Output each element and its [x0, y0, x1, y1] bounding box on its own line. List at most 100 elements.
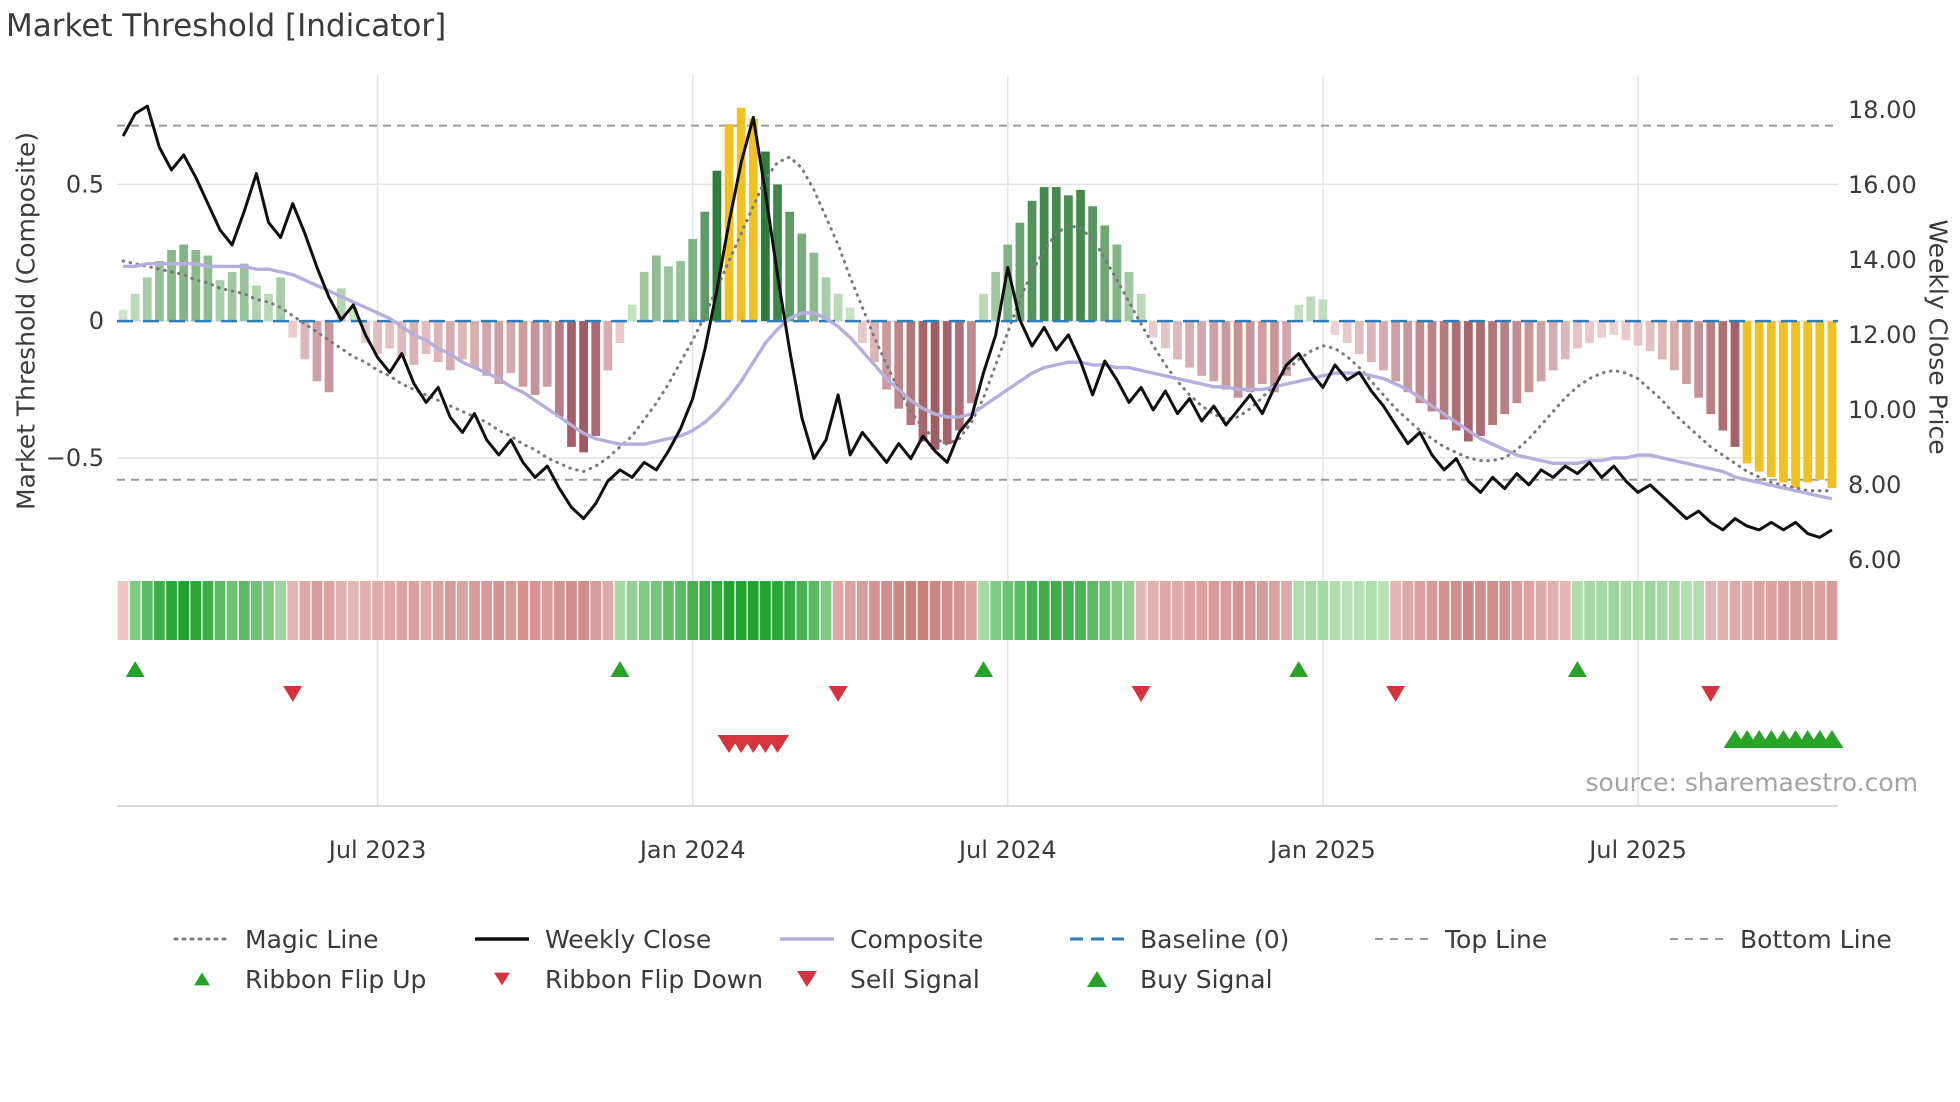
ribbon-cell	[1123, 581, 1135, 640]
ribbon-cell	[481, 581, 493, 640]
composite-bar	[1476, 321, 1485, 436]
composite-bar	[591, 321, 601, 436]
triangle-up-icon	[1087, 971, 1107, 987]
ribbon-cell	[1802, 581, 1814, 640]
ribbon-cell	[578, 581, 589, 640]
ribbon-cell	[1353, 581, 1365, 640]
ribbon-cell	[469, 581, 480, 640]
ribbon-cell	[723, 581, 735, 640]
x-tick-label: Jan 2024	[638, 836, 746, 864]
composite-bar	[252, 285, 261, 322]
composite-bar	[373, 321, 382, 354]
ribbon-cell	[590, 581, 602, 640]
composite-bar	[1585, 321, 1594, 344]
ribbon-cell	[178, 581, 190, 640]
ribbon-cell	[444, 581, 456, 640]
ribbon-flip-down-marker	[1386, 686, 1406, 702]
triangle-down-icon	[797, 971, 817, 987]
composite-bar	[761, 151, 770, 322]
composite-bar	[288, 321, 298, 338]
composite-bar	[930, 321, 940, 450]
composite-bar	[1415, 321, 1425, 404]
composite-bar	[1391, 321, 1400, 382]
composite-bar	[1657, 321, 1667, 360]
threshold-lines-layer	[117, 124, 1838, 481]
composite-bar	[421, 321, 431, 354]
triangle-up-icon	[194, 972, 210, 986]
legend-item-top-line: Top Line	[1372, 922, 1547, 956]
composite-bar	[1270, 321, 1279, 393]
ribbon-flip-down-marker	[1131, 686, 1151, 702]
composite-bar	[300, 321, 310, 360]
composite-bar	[239, 263, 249, 322]
line-sample-icon	[173, 937, 231, 941]
ribbon-cell	[384, 581, 396, 640]
composite-bar	[1209, 321, 1219, 382]
composite-bar	[1342, 321, 1352, 344]
legend-item-bottom-line: Bottom Line	[1667, 922, 1892, 956]
composite-bar	[1560, 321, 1570, 360]
ribbon-cell	[772, 581, 783, 640]
composite-bar	[542, 321, 552, 387]
ribbon-cell	[1656, 581, 1668, 640]
composite-bar	[215, 280, 225, 322]
legend-item-composite: Composite	[777, 922, 983, 956]
signals-layer	[125, 661, 1844, 753]
composite-bar	[979, 293, 988, 322]
composite-bar	[1306, 296, 1316, 322]
ribbon-cell	[1293, 581, 1305, 640]
ribbon-cell	[929, 581, 941, 640]
ribbon-cell	[141, 581, 153, 640]
composite-bar	[1815, 321, 1825, 480]
composite-bar	[773, 184, 782, 322]
legend-item-sell-signal: Sell Signal	[777, 962, 980, 996]
ribbon-cell	[1608, 581, 1620, 640]
ribbon-cell	[263, 581, 274, 640]
legend-item-label: Baseline (0)	[1140, 924, 1290, 954]
right-tick-label: 14.00	[1848, 246, 1917, 274]
ribbon-cell	[663, 581, 674, 640]
ribbon-cell	[493, 581, 505, 640]
composite-bar	[1439, 321, 1449, 420]
composite-bar	[1427, 321, 1437, 412]
ribbon-cell	[1269, 581, 1280, 640]
left-tick-label: −0.5	[46, 444, 104, 472]
ribbon-cell	[1547, 581, 1559, 640]
ribbon-cell	[360, 581, 371, 640]
ribbon-cell	[275, 581, 286, 640]
ribbon-cell	[1220, 581, 1232, 640]
x-tick-label: Jul 2025	[1587, 836, 1687, 864]
ribbon-cell	[566, 581, 577, 640]
ribbon-cell	[1462, 581, 1474, 640]
line-sample-icon	[475, 937, 529, 941]
composite-bar	[821, 277, 831, 322]
ribbon-cell	[747, 581, 759, 640]
ribbon-cell	[505, 581, 517, 640]
composite-bar	[1827, 321, 1837, 488]
ribbon-cell	[978, 581, 989, 640]
composite-bar	[445, 321, 455, 371]
ribbon-cell	[1741, 581, 1753, 640]
ribbon-cell	[1729, 581, 1741, 640]
ribbon-flip-down-marker	[1701, 686, 1721, 702]
composite-bar	[845, 307, 855, 322]
composite-bar	[1051, 187, 1061, 322]
ribbon-cell	[1014, 581, 1026, 640]
legend-item-label: Magic Line	[245, 924, 379, 954]
composite-bar	[276, 277, 285, 322]
ribbon-cell	[650, 581, 662, 640]
right-tick-label: 12.00	[1848, 321, 1917, 349]
ribbon-cell	[1596, 581, 1608, 640]
composite-bar	[1354, 321, 1364, 354]
ribbon-cell	[1778, 581, 1789, 640]
ribbon-cell	[626, 581, 638, 640]
ribbon-cell	[347, 581, 359, 640]
composite-bar	[1003, 244, 1013, 322]
composite-bar	[518, 321, 528, 387]
composite-bar	[482, 321, 492, 376]
composite-bar	[1754, 321, 1764, 472]
ribbon-cell	[1341, 581, 1353, 640]
legend: Magic Line Weekly Close Composite Baseline …	[0, 922, 1960, 1006]
